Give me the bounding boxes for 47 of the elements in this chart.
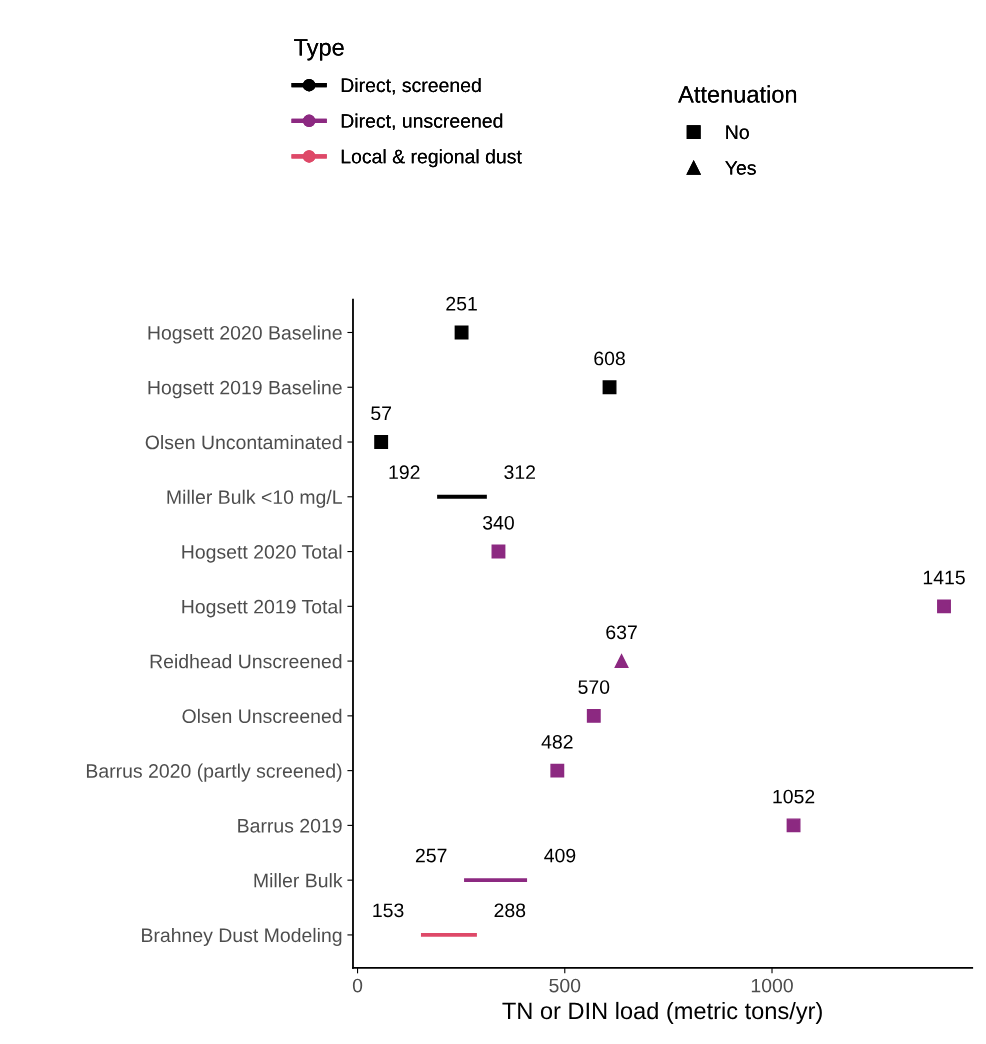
data-label: 570: [578, 680, 610, 694]
annotation: 257: [415, 848, 447, 863]
x-tick-label: 0: [352, 978, 363, 993]
text: Attenuation: [678, 85, 797, 103]
annotation: 192: [389, 465, 420, 480]
data-label: 251: [446, 296, 477, 311]
data-label: 1415: [923, 570, 965, 585]
x-axis-title: TN or DIN load (metric tons/yr): [502, 1001, 822, 1024]
annotation: 312: [504, 465, 535, 480]
y-tick-label: Hogsett 2019 Total: [182, 599, 342, 618]
point: [454, 325, 469, 340]
legend-label: Yes: [725, 161, 756, 175]
point: [614, 654, 629, 669]
point: [491, 544, 506, 559]
y-tick-label: Hogsett 2020 Total: [182, 544, 342, 563]
point: [550, 763, 565, 778]
data-label: 637: [606, 625, 637, 640]
legend-label: Direct, unscreened: [341, 113, 503, 131]
legend-label: No: [726, 125, 749, 140]
annotation: 153: [373, 903, 404, 918]
data-label: 608: [594, 351, 625, 366]
annotation: 288: [494, 903, 526, 918]
x-tick-label: 500: [549, 978, 581, 993]
y-tick-label: Olsen Uncontaminated: [145, 434, 342, 450]
point: [602, 380, 617, 395]
legend-label: Direct, screened: [341, 77, 481, 95]
y-tick-label: Miller Bulk: [254, 873, 343, 888]
y-tick-label: Hogsett 2019 Baseline: [148, 380, 342, 399]
data-label: 482: [541, 734, 573, 749]
data-label: 340: [482, 515, 514, 530]
y-tick-label: Reidhead Unscreened: [150, 654, 342, 669]
legend-title: Type: [294, 39, 344, 61]
y-tick-label: Brahney Dust Modeling: [142, 927, 342, 947]
annotation: 409: [544, 848, 576, 863]
y-tick-label: Olsen Unscreened: [182, 708, 342, 724]
y-tick-label: Miller Bulk <10 mg/L: [167, 489, 342, 508]
data-label: 1052: [773, 789, 815, 804]
point: [374, 435, 389, 449]
y-tick-label: Barrus 2019: [238, 818, 342, 833]
point: [586, 708, 601, 723]
x-tick-label: 1000: [751, 978, 793, 993]
point: [937, 599, 951, 614]
point: [786, 818, 801, 833]
data-label: 57: [371, 406, 392, 421]
y-tick-label: Barrus 2020 (partly screened): [86, 763, 342, 782]
legend-label: Local & regional dust: [341, 149, 522, 168]
y-tick-label: Hogsett 2020 Baseline: [148, 325, 342, 344]
